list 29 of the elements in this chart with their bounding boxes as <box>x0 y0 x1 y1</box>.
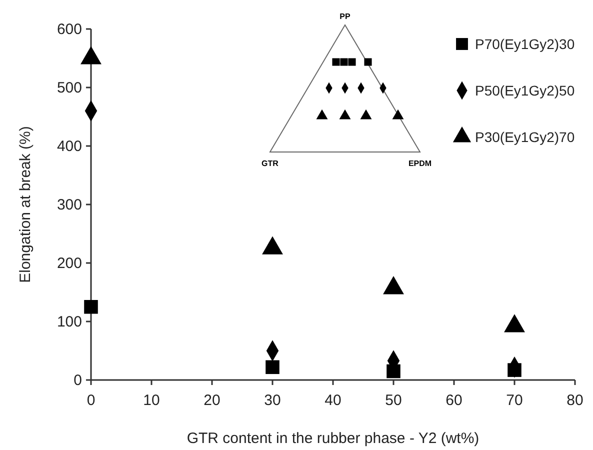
y-tick-label: 500 <box>56 80 82 96</box>
y-tick-label: 400 <box>56 138 82 155</box>
y-tick-label: 200 <box>56 255 82 272</box>
annotation: GTR <box>262 159 279 168</box>
x-tick-label: 80 <box>566 392 584 409</box>
point <box>508 363 522 377</box>
legend-label: P50(Ey1Gy2)50 <box>475 82 575 98</box>
legend-label: P70(Ey1Gy2)30 <box>475 36 575 52</box>
y-tick-label: 100 <box>56 314 82 330</box>
point <box>80 46 102 64</box>
x-tick-label: 10 <box>143 392 160 409</box>
x-tick-label: 60 <box>446 392 462 409</box>
y-axis-title: Elongation at break (%) <box>17 126 34 283</box>
annotation: EPDM <box>408 159 432 168</box>
x-axis-title: GTR content in the rubber phase - Y2 (wt%) <box>186 430 480 447</box>
y-tick-label: 300 <box>56 196 82 214</box>
x-tick-label: 30 <box>264 392 281 409</box>
y-tick-label: 600 <box>56 21 82 38</box>
x-tick-label: 50 <box>385 392 402 409</box>
legend-label: P30(Ey1Gy2)70 <box>475 129 575 145</box>
x-tick-label: 20 <box>204 392 220 409</box>
point <box>266 360 280 374</box>
x-tick-label: 70 <box>506 392 523 409</box>
x-tick-label: 0 <box>86 392 96 409</box>
x-tick-label: 40 <box>324 392 342 409</box>
y-tick-label: 0 <box>74 372 82 389</box>
point <box>386 364 400 378</box>
point <box>84 300 98 314</box>
text: PP <box>340 12 351 21</box>
